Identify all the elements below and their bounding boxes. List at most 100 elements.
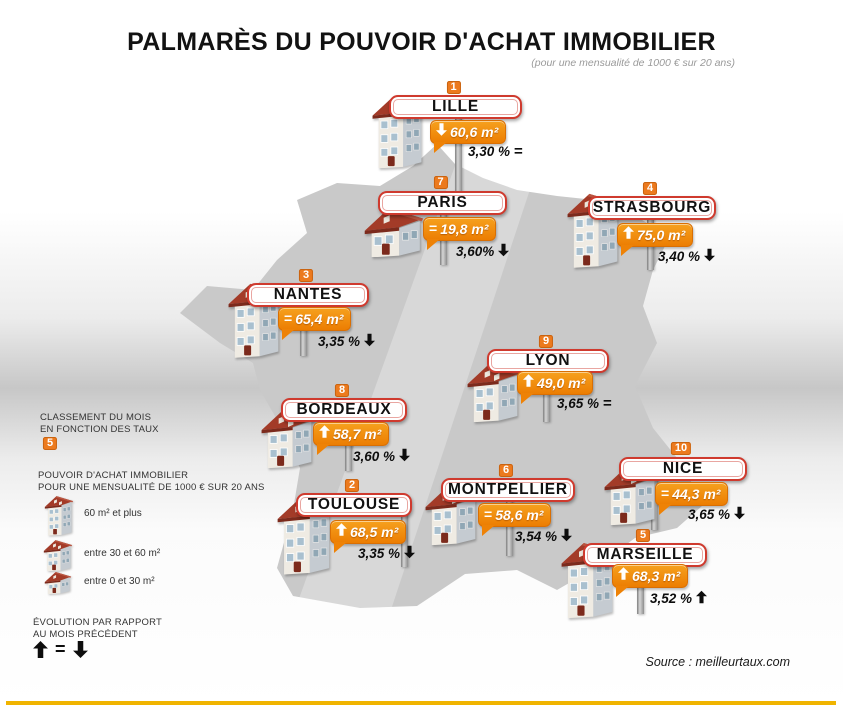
rank-badge: 2: [344, 479, 360, 492]
rate-value: 3,65 %: [557, 396, 600, 411]
rank-badge: 1: [446, 81, 461, 94]
page-title: PALMARÈS DU POUVOIR D'ACHAT IMMOBILIER: [127, 28, 716, 56]
equals-icon: =: [484, 506, 493, 522]
rate-label: 3,60%: [456, 243, 510, 260]
city-name: LILLE: [431, 98, 480, 115]
house-icon: [466, 360, 522, 423]
area-bubble: 49,0 m²: [517, 371, 594, 404]
area-bubble: = 58,6 m²: [478, 503, 552, 536]
house-icon: [363, 204, 425, 258]
rate-trend-slot: [696, 590, 708, 607]
area-value: 49,0 m²: [537, 375, 586, 391]
area-value: 19,8 m²: [440, 221, 489, 237]
area-bubble: 68,3 m²: [612, 564, 689, 597]
area-bubble: = 19,8 m²: [423, 217, 497, 250]
area-bubble: 68,5 m²: [330, 520, 407, 553]
area-value: 44,3 m²: [672, 486, 721, 502]
area-trend-slot: [319, 425, 330, 443]
legend-house-label: entre 0 et 30 m²: [84, 576, 155, 587]
city-name: TOULOUSE: [307, 496, 401, 513]
city-sign: LYON: [487, 349, 609, 373]
rank-badge: 7: [433, 176, 448, 189]
area-trend-slot: [436, 123, 447, 141]
rate-trend-slot: [404, 545, 416, 562]
equals-icon: =: [603, 395, 612, 412]
area-trend-slot: [523, 374, 534, 392]
legend-ranking-line1: CLASSEMENT DU MOIS: [40, 412, 152, 423]
city-name: MARSEILLE: [596, 546, 694, 563]
area-trend-slot: [623, 226, 634, 244]
city-name: PARIS: [417, 194, 468, 211]
legend-house-icon: [44, 494, 74, 536]
rate-trend-slot: [498, 243, 510, 260]
arrow-down-icon: [436, 123, 447, 136]
legend-evolution-line2: AU MOIS PRÉCÉDENT: [33, 628, 138, 640]
rank-badge: 5: [635, 529, 651, 542]
rank-badge: 4: [642, 182, 658, 195]
city-name: BORDEAUX: [296, 401, 392, 418]
rate-trend-slot: =: [514, 144, 523, 159]
area-trend-slot: =: [661, 485, 669, 503]
arrow-up-icon: [523, 374, 534, 387]
legend-rank-badge: 5: [42, 437, 58, 450]
area-bubble: 58,7 m²: [313, 422, 390, 455]
legend-evolution-symbols: =: [33, 639, 88, 659]
arrow-down-icon: [364, 333, 376, 347]
rate-label: 3,40 %: [658, 248, 716, 265]
rate-trend-slot: [364, 333, 376, 350]
rate-value: 3,40 %: [658, 249, 701, 264]
rate-label: 3,60 %: [353, 448, 411, 465]
area-value: 60,6 m²: [450, 124, 499, 140]
arrow-down-icon: [72, 641, 88, 658]
rate-value: 3,35 %: [318, 334, 361, 349]
arrow-down-icon: [561, 528, 573, 542]
legend-power-line2: POUR UNE MENSUALITÉ DE 1000 € SUR 20 ANS: [38, 481, 265, 493]
rate-value: 3,60 %: [353, 449, 396, 464]
rank-badge: 9: [538, 335, 554, 348]
legend-ranking-title: CLASSEMENT DU MOIS EN FONCTION DES TAUX: [40, 412, 159, 436]
sign-post-bar: [455, 113, 462, 208]
rate-value: 3,30 %: [468, 144, 511, 159]
rate-label: 3,30 % =: [468, 144, 523, 159]
equals-icon: =: [514, 143, 523, 160]
city-name: NANTES: [273, 286, 343, 303]
city-sign: LILLE: [389, 95, 522, 119]
area-value: 65,4 m²: [295, 311, 344, 327]
rate-trend-slot: [561, 528, 573, 545]
rate-label: 3,65 %: [688, 506, 746, 523]
city-name: LYON: [525, 352, 571, 369]
city-sign: BORDEAUX: [281, 398, 407, 422]
arrow-down-icon: [498, 243, 510, 257]
area-trend-slot: =: [284, 310, 292, 328]
rank-badge: 10: [670, 442, 692, 455]
city-name: STRASBOURG: [592, 199, 712, 216]
sign-post-bar: [506, 498, 513, 556]
rate-value: 3,65 %: [688, 507, 731, 522]
area-trend-slot: =: [429, 220, 437, 238]
rate-value: 3,35 %: [358, 546, 401, 561]
area-trend-slot: [336, 523, 347, 541]
equals-icon: =: [55, 639, 66, 659]
area-value: 58,7 m²: [333, 426, 382, 442]
rank-badge: 6: [498, 464, 514, 477]
city-name: NICE: [662, 460, 704, 477]
rate-label: 3,35 %: [358, 545, 416, 562]
area-bubble: 75,0 m²: [617, 223, 694, 256]
rate-value: 3,52 %: [650, 591, 693, 606]
arrow-down-icon: [704, 248, 716, 262]
city-sign: NICE: [619, 457, 747, 481]
area-bubble: = 65,4 m²: [278, 307, 352, 340]
area-bubble: 60,6 m²: [430, 120, 507, 153]
rate-trend-slot: [704, 248, 716, 265]
area-value: 58,6 m²: [495, 507, 544, 523]
page-subtitle: (pour une mensualité de 1000 € sur 20 an…: [531, 57, 735, 69]
